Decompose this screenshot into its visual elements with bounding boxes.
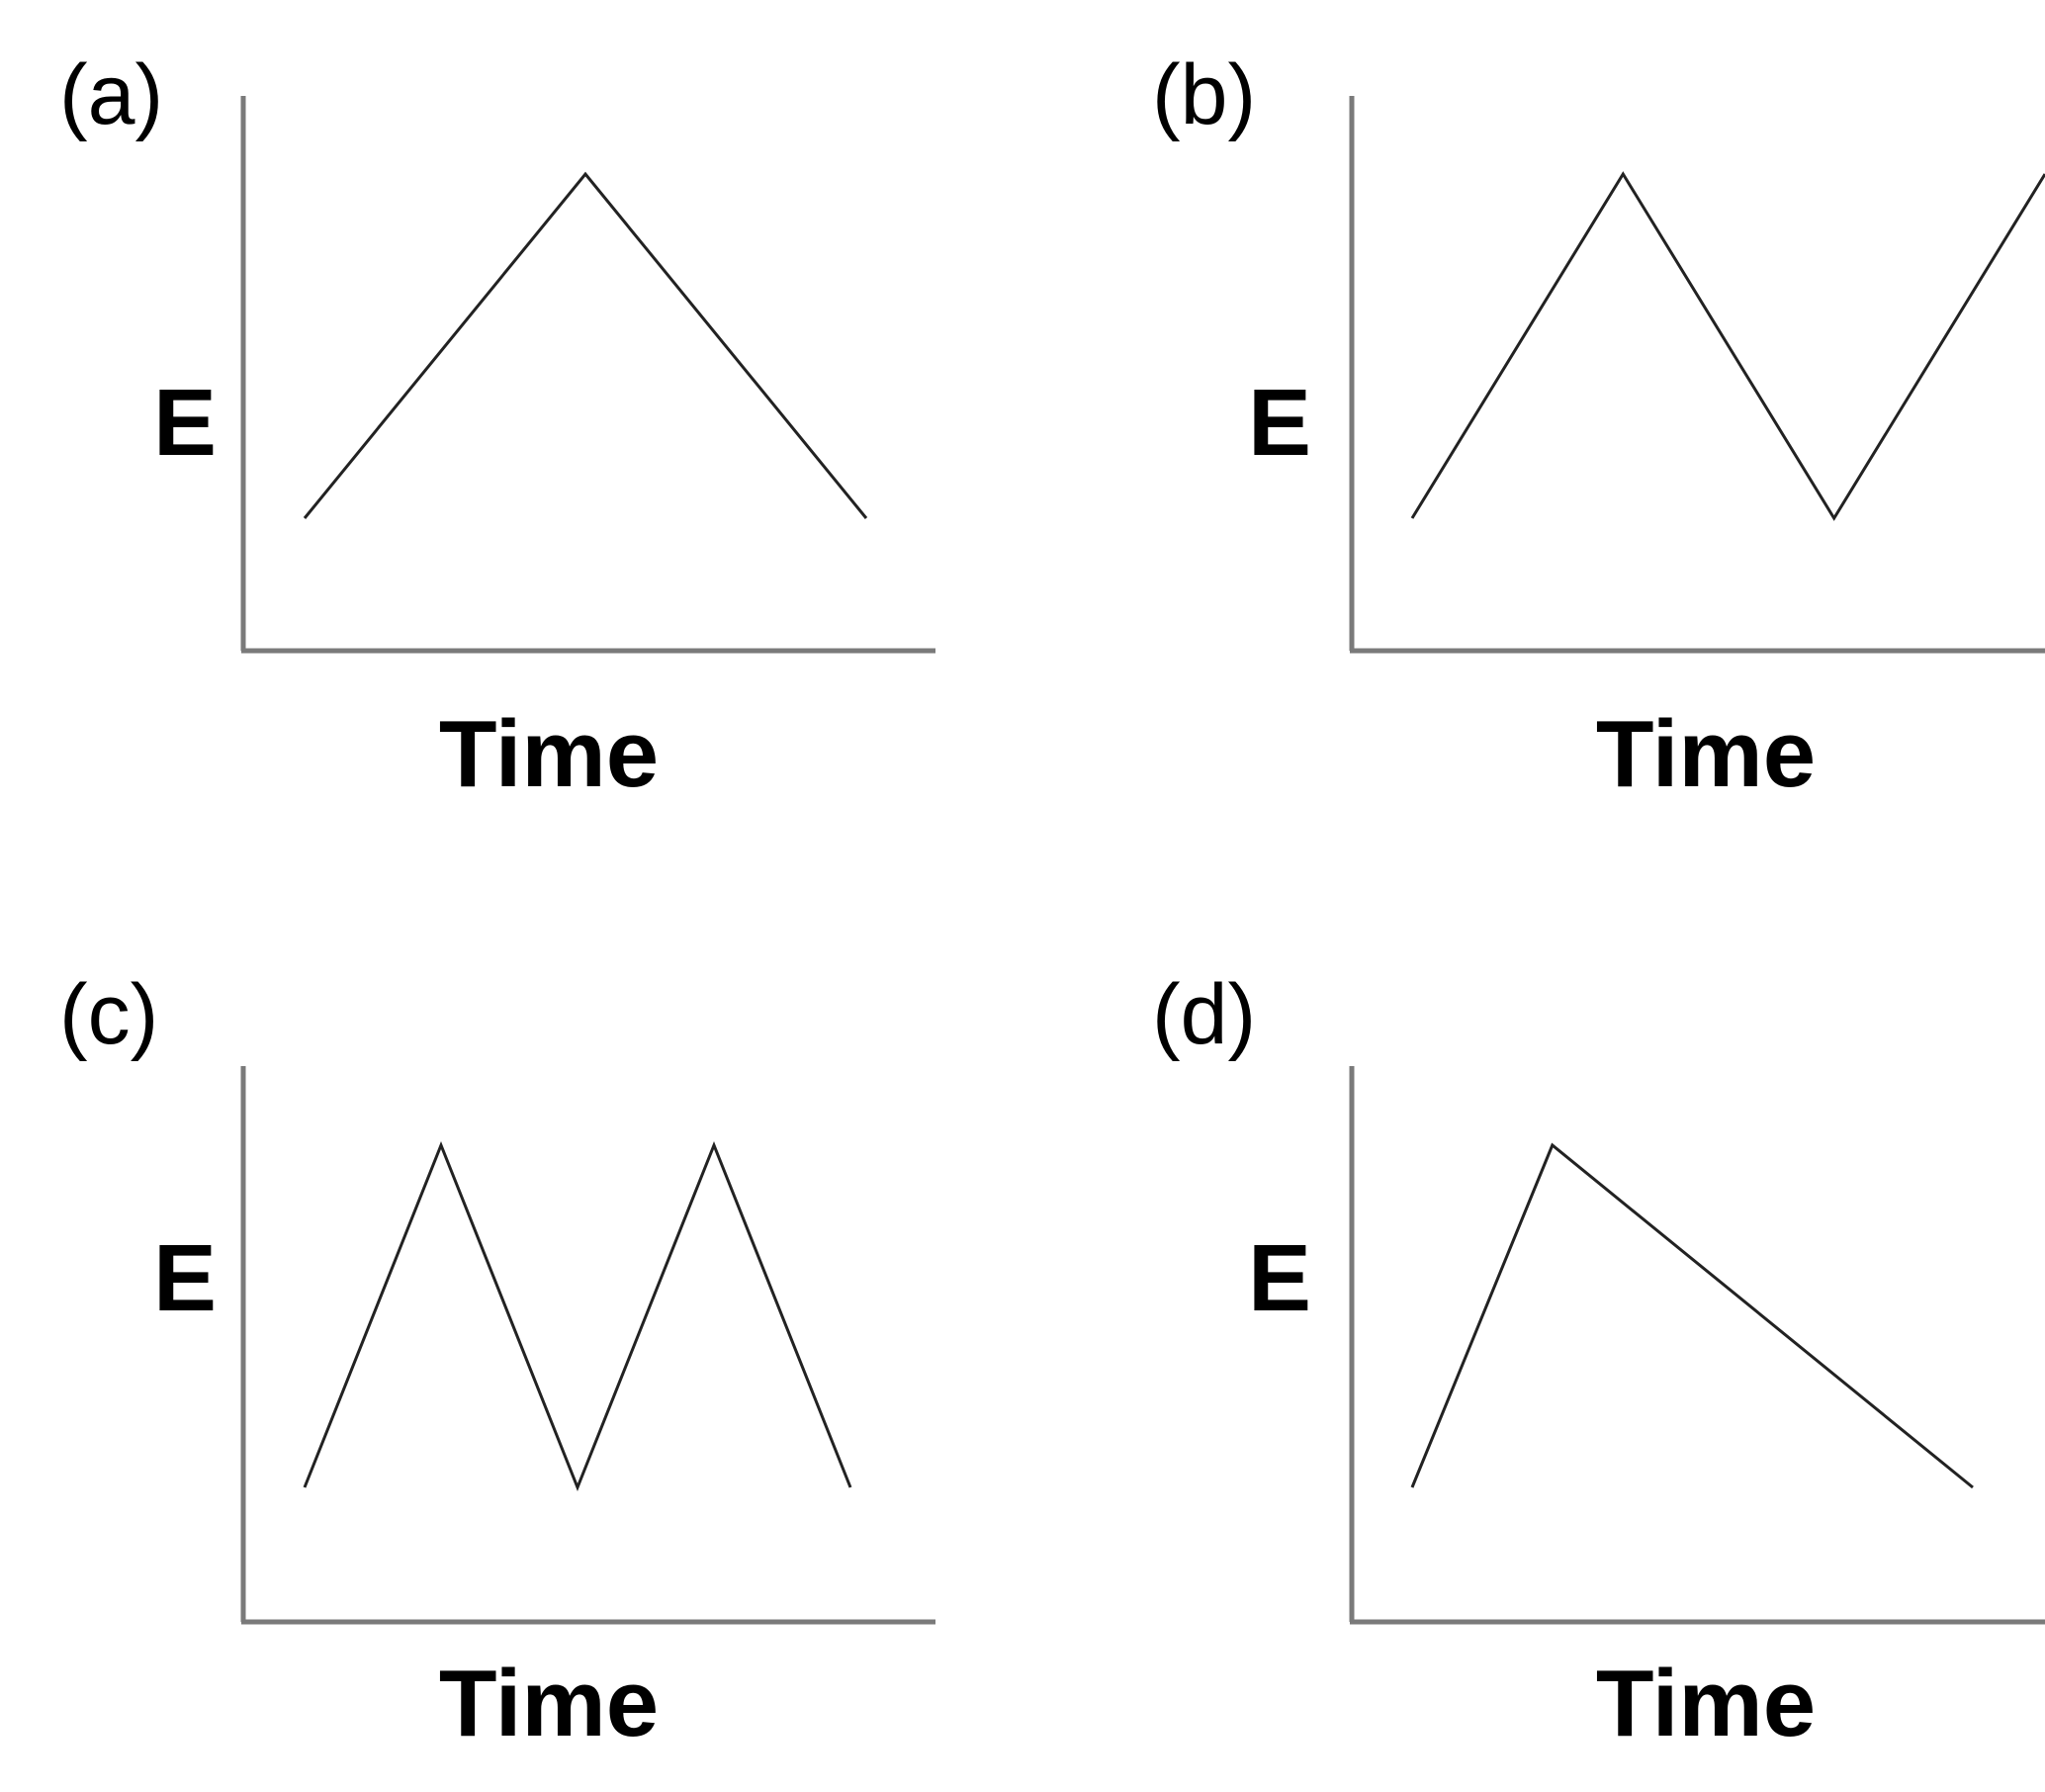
panel-label: (a) xyxy=(59,47,163,142)
series-line xyxy=(1410,1142,1974,1489)
panel-label: (b) xyxy=(1152,47,1256,142)
panel-c: (c) E Time xyxy=(59,967,935,1756)
panel-a: (a) E Time xyxy=(59,47,935,807)
x-axis-label: Time xyxy=(439,701,659,807)
panel-b: (b) E Time xyxy=(1152,47,2045,807)
series-line xyxy=(303,1140,852,1492)
y-axis-label: E xyxy=(1248,1225,1311,1331)
panel-d: (d) E Time xyxy=(1152,967,2045,1756)
x-axis-label: Time xyxy=(1596,1651,1816,1756)
y-axis-label: E xyxy=(1248,370,1311,476)
x-axis-label: Time xyxy=(1596,701,1816,807)
panel-label: (c) xyxy=(59,967,158,1062)
y-axis-label: E xyxy=(153,370,217,476)
x-axis-label: Time xyxy=(439,1651,659,1756)
series-line xyxy=(303,171,868,519)
panel-label: (d) xyxy=(1152,967,1256,1062)
series-line xyxy=(1410,171,2045,521)
y-axis-label: E xyxy=(153,1225,217,1331)
